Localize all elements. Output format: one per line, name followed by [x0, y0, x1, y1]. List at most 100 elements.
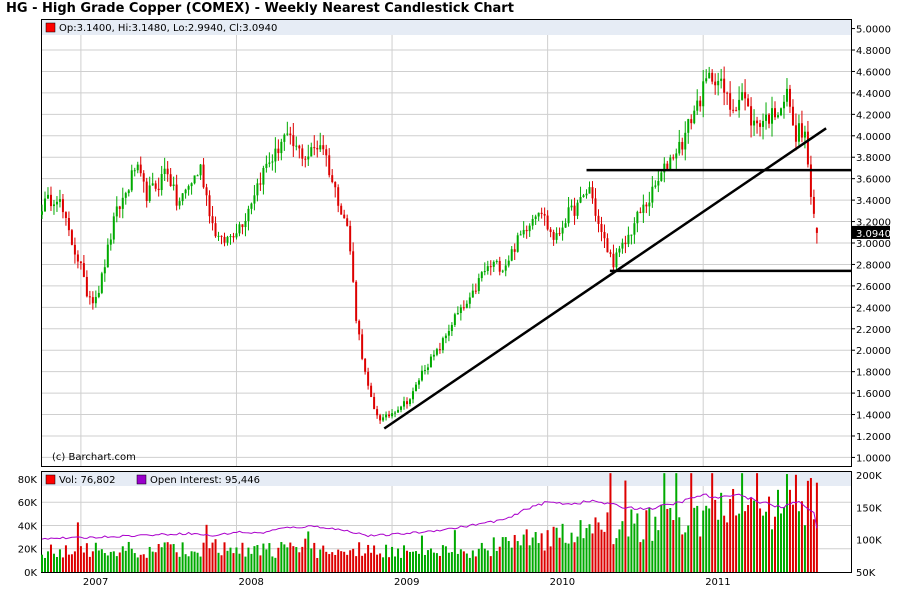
volume-bar-229: [726, 522, 729, 572]
candle-body-64: [232, 236, 235, 238]
candle-body-200: [639, 211, 642, 213]
candle-body-134: [441, 338, 444, 351]
volume-bar-0: [41, 554, 43, 572]
candle-body-27: [121, 197, 124, 209]
volume-bar-53: [199, 556, 202, 572]
candle-body-182: [585, 193, 588, 196]
volume-bar-17: [91, 551, 94, 572]
volume-bar-232: [735, 515, 738, 572]
volume-bar-230: [729, 499, 732, 572]
volume-bar-250: [788, 489, 791, 572]
candle-body-232: [735, 110, 738, 112]
volume-bar-202: [645, 510, 648, 572]
candle-body-257: [809, 164, 812, 197]
volume-bar-147: [480, 542, 483, 572]
candle-body-251: [791, 106, 794, 126]
candle-body-12: [76, 254, 79, 262]
volume-bar-4: [52, 553, 55, 572]
candle-body-14: [82, 263, 85, 277]
volume-bar-50: [190, 551, 193, 572]
volume-bar-169: [546, 530, 549, 572]
volume-bar-69: [247, 547, 250, 572]
price-tick-label-2.0000: 2.0000: [856, 346, 891, 357]
candle-body-183: [588, 187, 591, 194]
candle-body-147: [480, 272, 483, 279]
volume-bar-217: [690, 473, 693, 572]
candle-body-167: [540, 212, 543, 214]
candle-body-218: [693, 110, 696, 124]
volume-bar-100: [340, 551, 343, 572]
candle-body-202: [645, 204, 648, 207]
volume-bar-96: [328, 554, 331, 572]
candle-body-38: [154, 183, 157, 189]
volume-bar-76: [268, 543, 271, 572]
volume-bar-24: [112, 551, 115, 572]
x-tick-label-2009: 2009: [394, 577, 419, 588]
candle-body-209: [666, 163, 669, 170]
candle-body-213: [678, 141, 681, 154]
volume-bar-254: [800, 501, 803, 572]
volume-bar-187: [600, 529, 603, 572]
candle-body-242: [765, 114, 768, 121]
candle-body-166: [537, 212, 540, 217]
candle-body-58: [214, 223, 217, 237]
price-legend-band: [42, 20, 851, 35]
volume-bar-239: [756, 473, 759, 572]
candle-body-90: [310, 147, 313, 157]
candle-body-226: [717, 80, 720, 86]
candle-body-72: [256, 183, 259, 196]
candle-body-186: [597, 215, 600, 224]
volume-bar-199: [636, 513, 639, 572]
candle-body-74: [262, 167, 265, 185]
volume-bar-112: [376, 554, 379, 572]
volume-bar-121: [403, 545, 406, 572]
volume-bar-211: [672, 520, 675, 572]
candle-body-15: [85, 276, 88, 297]
volume-bar-140: [459, 549, 462, 572]
candle-body-130: [429, 356, 432, 368]
volume-bar-155: [504, 537, 507, 572]
volume-bar-13: [79, 546, 82, 572]
volume-bar-111: [373, 545, 376, 572]
volume-bar-185: [594, 517, 597, 572]
candle-body-44: [172, 184, 175, 187]
volume-bar-191: [612, 544, 615, 572]
candle-body-164: [531, 218, 534, 226]
candle-body-123: [408, 399, 411, 405]
candle-body-203: [648, 202, 651, 207]
volume-bar-74: [262, 543, 265, 572]
volume-bar-162: [525, 529, 528, 572]
candle-body-206: [657, 180, 660, 186]
candle-body-155: [504, 265, 507, 271]
candle-body-114: [382, 417, 385, 421]
candle-body-71: [253, 195, 256, 204]
candle-body-55: [205, 187, 208, 196]
volume-bar-98: [334, 554, 337, 572]
volume-bar-145: [474, 556, 477, 572]
volume-bar-241: [762, 515, 765, 572]
candle-body-39: [157, 188, 160, 191]
price-tick-label-1.4000: 1.4000: [856, 411, 891, 422]
volume-bar-184: [591, 533, 594, 572]
candle-body-144: [471, 290, 474, 298]
candle-body-77: [271, 161, 274, 163]
candle-body-62: [226, 236, 229, 243]
volume-bar-129: [426, 550, 429, 572]
volume-bar-193: [618, 529, 621, 572]
volume-bar-177: [570, 532, 573, 572]
volume-bar-190: [609, 473, 612, 572]
price-tick-label-4.0000: 4.0000: [856, 132, 891, 143]
price-tick-label-4.2000: 4.2000: [856, 110, 891, 121]
x-axis: 2007 2008 2009 2010 2011: [83, 577, 731, 588]
volume-bar-58: [214, 539, 217, 572]
candle-body-3: [49, 194, 52, 207]
candle-body-223: [708, 72, 711, 79]
price-tick-label-2.8000: 2.8000: [856, 260, 891, 271]
volume-bar-9: [67, 554, 70, 572]
candle-body-66: [238, 224, 241, 234]
candle-body-67: [241, 224, 244, 228]
candle-body-35: [145, 181, 148, 201]
candle-body-56: [208, 195, 211, 217]
candle-body-30: [130, 170, 133, 191]
candle-body-40: [160, 173, 163, 191]
